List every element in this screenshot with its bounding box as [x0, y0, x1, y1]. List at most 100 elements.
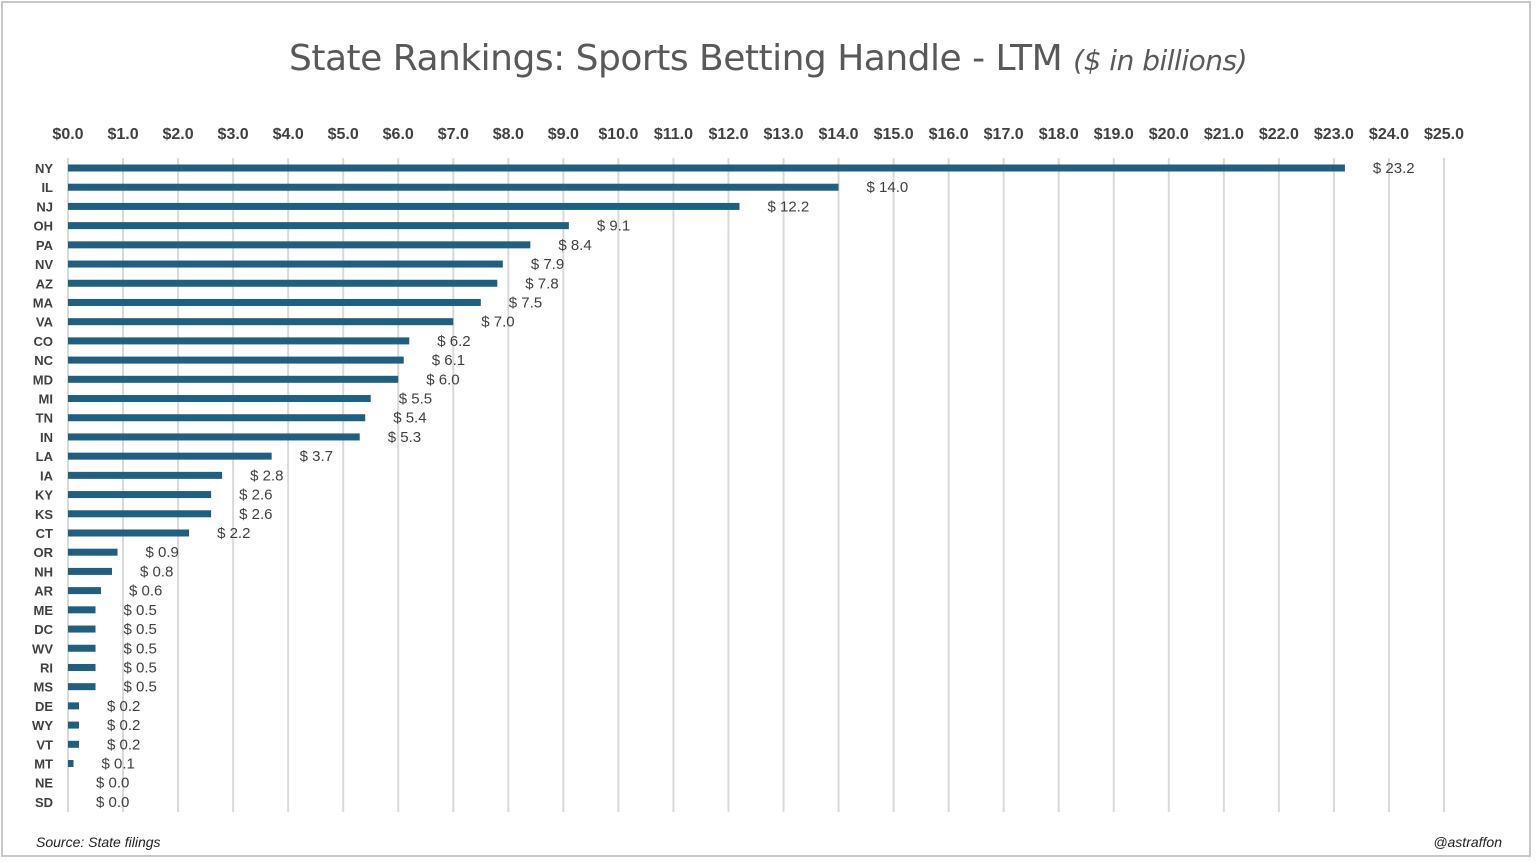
bar [68, 683, 96, 691]
data-label: $ 0.5 [124, 679, 157, 696]
bar [68, 337, 410, 345]
bar [68, 433, 360, 441]
x-tick-label: $23.0 [1314, 126, 1354, 143]
source-note: Source: State filings [36, 834, 161, 850]
x-tick-label: $6.0 [383, 126, 414, 143]
bar [68, 491, 212, 499]
bar [68, 222, 569, 230]
data-label: $ 0.5 [124, 659, 157, 676]
data-label: $ 0.1 [102, 756, 135, 773]
y-category-label: WV [32, 641, 53, 656]
data-label: $ 0.6 [129, 583, 162, 600]
bar [68, 663, 96, 671]
data-label: $ 3.7 [300, 448, 333, 465]
x-tick-label: $24.0 [1369, 126, 1409, 143]
data-label: $ 5.5 [399, 391, 432, 408]
data-label: $ 0.2 [107, 736, 140, 753]
bar [68, 375, 399, 383]
bar [68, 567, 113, 575]
bar [68, 471, 223, 479]
x-tick-label: $16.0 [929, 126, 969, 143]
y-category-label: KS [35, 507, 53, 522]
y-category-label: NE [35, 776, 53, 791]
bar [68, 260, 503, 268]
x-tick-label: $15.0 [874, 126, 914, 143]
bar [68, 606, 96, 614]
bar [68, 529, 190, 537]
x-tick-label: $25.0 [1424, 126, 1464, 143]
y-category-label: MT [34, 757, 53, 772]
bar [68, 740, 80, 748]
x-tick-label: $22.0 [1259, 126, 1299, 143]
bar [68, 164, 1345, 172]
data-label: $ 0.5 [124, 640, 157, 657]
y-category-label: CO [34, 334, 54, 349]
y-category-label: DE [35, 699, 53, 714]
x-tick-label: $4.0 [273, 126, 304, 143]
y-category-label: NY [35, 161, 53, 176]
y-category-label: WY [32, 718, 53, 733]
chart-subtitle: ($ in billions) [1073, 44, 1247, 77]
y-category-label: MS [34, 680, 54, 695]
bar [68, 183, 839, 191]
x-tick-label: $5.0 [328, 126, 359, 143]
x-tick-label: $11.0 [654, 126, 693, 143]
data-label: $ 0.2 [107, 717, 140, 734]
y-category-label: RI [40, 660, 53, 675]
bar [68, 702, 80, 710]
y-category-label: ME [34, 603, 54, 618]
y-category-label: AZ [36, 276, 53, 291]
bar [68, 318, 454, 326]
author-handle: @astraffon [1433, 834, 1502, 850]
data-label: $ 0.0 [96, 775, 129, 792]
bar [68, 279, 498, 287]
data-label: $ 0.5 [124, 602, 157, 619]
x-tick-label: $20.0 [1149, 126, 1189, 143]
x-tick-label: $2.0 [163, 126, 194, 143]
x-tick-label: $1.0 [107, 126, 138, 143]
data-label: $ 7.0 [481, 314, 514, 331]
y-category-label: MA [33, 295, 54, 310]
y-category-label: LA [36, 449, 54, 464]
bar [68, 452, 272, 460]
bar [68, 625, 96, 633]
bar [68, 356, 404, 364]
bar [68, 241, 531, 249]
x-tick-label: $17.0 [984, 126, 1024, 143]
y-category-label: IL [41, 180, 53, 195]
data-label: $ 2.8 [250, 467, 283, 484]
y-category-label: MD [33, 372, 53, 387]
y-category-label: VT [36, 737, 53, 752]
y-category-label: AR [34, 584, 53, 599]
x-tick-label: $18.0 [1039, 126, 1079, 143]
x-tick-label: $9.0 [548, 126, 579, 143]
x-tick-label: $10.0 [598, 126, 638, 143]
bar [68, 202, 740, 210]
x-tick-label: $0.0 [52, 126, 83, 143]
x-tick-label: $7.0 [438, 126, 469, 143]
data-label: $ 8.4 [558, 237, 591, 254]
x-tick-label: $21.0 [1204, 126, 1244, 143]
y-category-label: MI [39, 392, 53, 407]
bar [68, 644, 96, 652]
bar [68, 721, 80, 729]
y-category-label: OH [34, 219, 54, 234]
bar [68, 760, 74, 768]
title-text: State Rankings: Sports Betting Handle - … [289, 38, 1063, 79]
y-category-label: NJ [36, 199, 53, 214]
data-label: $ 2.6 [239, 506, 272, 523]
data-label: $ 2.6 [239, 487, 272, 504]
chart-title: State Rankings: Sports Betting Handle - … [0, 38, 1536, 79]
data-label: $ 6.0 [426, 371, 459, 388]
data-label: $ 0.0 [96, 794, 129, 811]
data-label: $ 5.3 [388, 429, 421, 446]
y-category-label: IA [40, 468, 54, 483]
data-label: $ 5.4 [393, 410, 426, 427]
bar [68, 510, 212, 518]
data-label: $ 23.2 [1373, 160, 1415, 177]
y-category-label: TN [36, 411, 53, 426]
x-tick-label: $3.0 [218, 126, 249, 143]
x-tick-label: $13.0 [763, 126, 803, 143]
data-label: $ 7.5 [509, 294, 542, 311]
